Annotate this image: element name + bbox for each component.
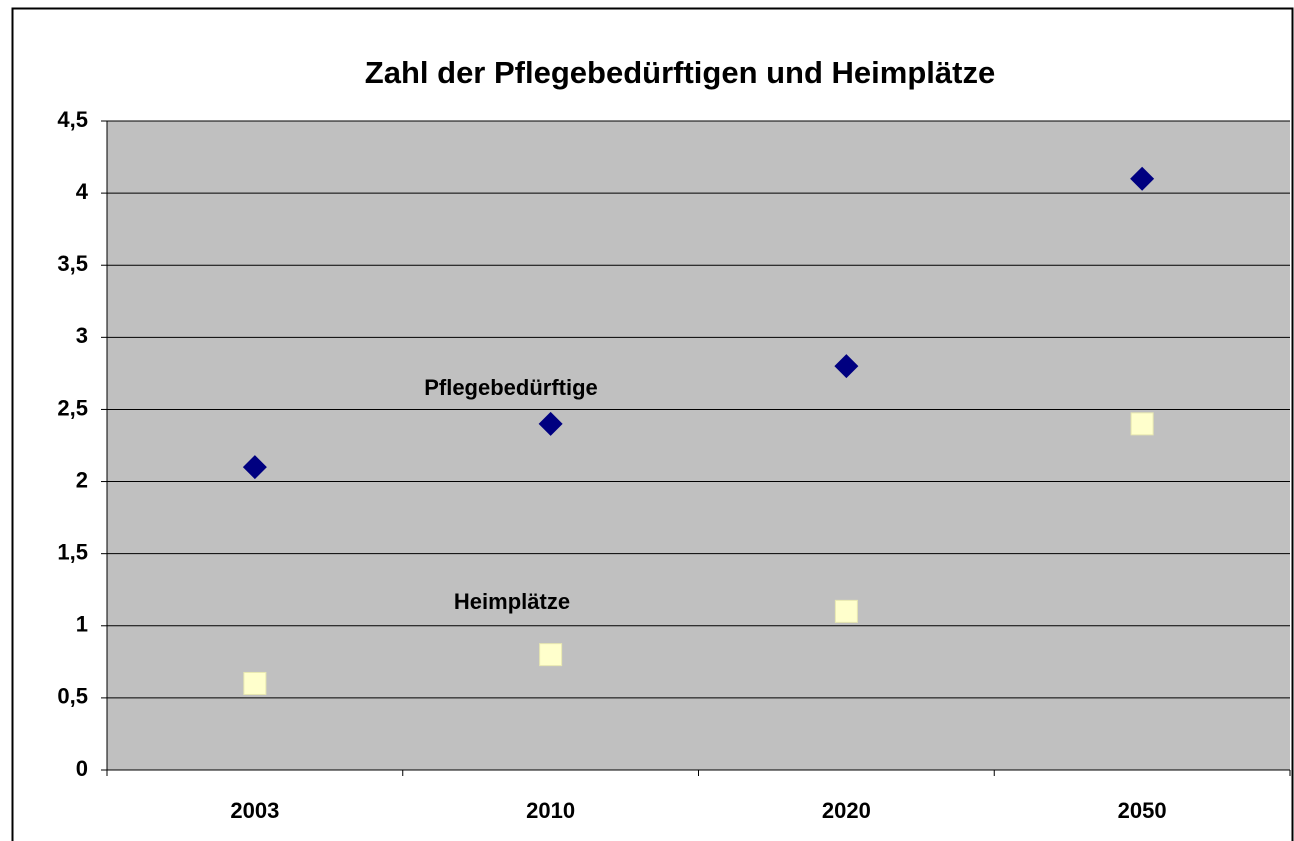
y-tick-label: 4,5: [57, 107, 88, 132]
plot-area: [107, 121, 1290, 770]
y-tick-label: 2: [76, 467, 88, 492]
series-label: Pflegebedürftige: [424, 375, 598, 400]
x-tick-label: 2050: [1118, 798, 1167, 823]
y-tick-label: 2,5: [57, 395, 88, 420]
marker-square: [834, 599, 858, 623]
series-label: Heimplätze: [454, 589, 570, 614]
y-tick-label: 4: [76, 179, 89, 204]
marker-diamond: [242, 455, 267, 480]
x-tick-label: 2020: [822, 798, 871, 823]
y-tick-label: 1,5: [57, 539, 88, 564]
marker-diamond: [1130, 166, 1155, 191]
marker-diamond: [538, 411, 563, 436]
marker-square: [243, 671, 267, 695]
y-tick-label: 3,5: [57, 251, 88, 276]
x-tick-label: 2003: [230, 798, 279, 823]
marker-diamond: [834, 354, 859, 379]
y-tick-label: 3: [76, 323, 88, 348]
chart-title: Zahl der Pflegebedürftigen und Heimplätz…: [365, 55, 995, 90]
y-tick-label: 1: [76, 612, 88, 637]
marker-square: [1130, 412, 1154, 436]
y-tick-label: 0: [76, 756, 88, 781]
x-tick-label: 2010: [526, 798, 575, 823]
y-tick-label: 0,5: [57, 684, 88, 709]
marker-square: [539, 643, 563, 667]
